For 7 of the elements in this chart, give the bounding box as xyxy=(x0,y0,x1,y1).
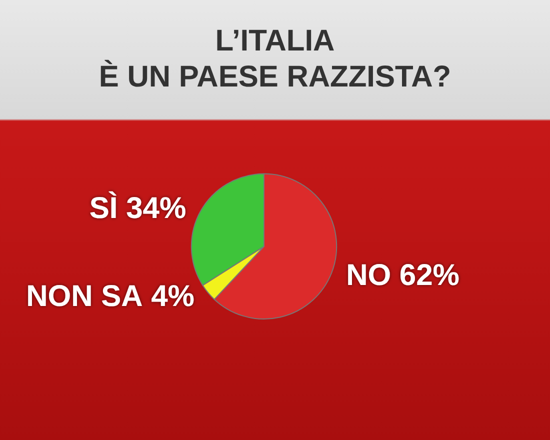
data-label: 34% xyxy=(126,192,186,226)
slice-label: SÌ xyxy=(89,191,118,226)
data-label: 62% xyxy=(399,258,460,292)
data-label: 4% xyxy=(151,280,194,313)
slice-label: NON SA xyxy=(26,280,143,313)
slice-label: NO xyxy=(346,258,392,292)
chart-title: L’ITALIA È UN PAESE RAZZISTA? xyxy=(98,24,452,94)
